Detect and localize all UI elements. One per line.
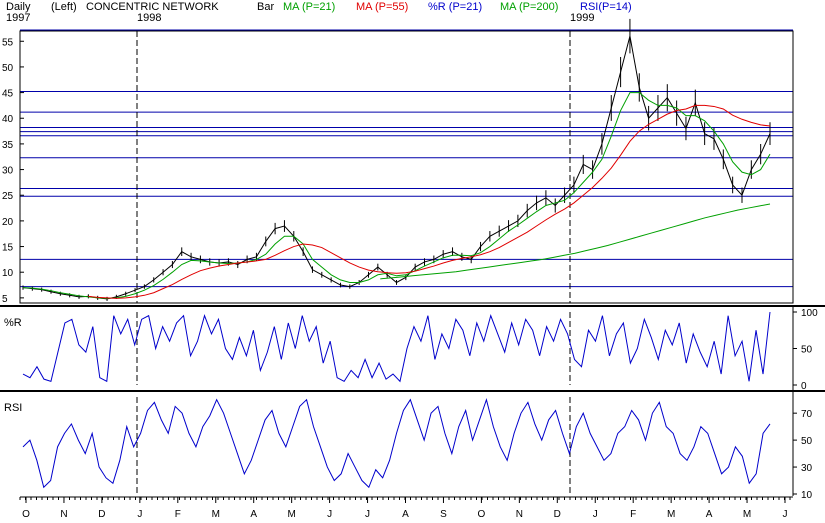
legend-ma21: MA (P=21) <box>283 1 335 13</box>
price-panel: 5 10 15 20 25 30 35 40 45 50 55 <box>2 18 793 305</box>
ma-p-21-line <box>22 92 771 299</box>
y-tick-label: 0 <box>801 381 807 392</box>
month-label: J <box>593 509 598 520</box>
y-tick-label: 5 <box>2 294 8 305</box>
legend-ma200: MA (P=200) <box>500 1 558 13</box>
price-panel-frame <box>19 30 794 304</box>
y-tick-label: 25 <box>2 191 14 202</box>
price-line <box>22 36 771 300</box>
y-tick-label: 100 <box>801 308 818 319</box>
scale-label: (Left) <box>51 1 77 13</box>
month-label: M <box>667 509 675 520</box>
month-label: J <box>137 509 142 520</box>
month-label: F <box>175 509 181 520</box>
year-label-right: 1999 <box>570 12 594 24</box>
y-tick-label: 45 <box>2 89 14 100</box>
month-label: A <box>250 509 257 520</box>
month-label: N <box>60 509 67 520</box>
chart-style-label: Bar <box>257 1 274 13</box>
rsi-panel: RSI 10 30 50 70 <box>4 397 813 501</box>
y-tick-label: 55 <box>2 37 14 48</box>
month-label: O <box>22 509 30 520</box>
month-label: J <box>365 509 370 520</box>
month-label: J <box>783 509 788 520</box>
month-label: A <box>402 509 409 520</box>
y-tick-label: 20 <box>2 217 14 228</box>
legend-rsi: RSI(P=14) <box>580 1 632 13</box>
year-label-mid: 1998 <box>137 12 161 24</box>
y-tick-label: 70 <box>801 409 813 420</box>
month-label: D <box>554 509 561 520</box>
rsi-panel-title: RSI <box>4 402 22 414</box>
y-tick-label: 30 <box>2 166 14 177</box>
period-label: Daily <box>6 1 31 13</box>
month-label: D <box>98 509 105 520</box>
y-tick-label: 30 <box>801 463 813 474</box>
month-label: S <box>440 509 447 520</box>
year-label-left: 1997 <box>6 12 30 24</box>
legend-ma55: MA (P=55) <box>356 1 408 13</box>
month-label: F <box>630 509 636 520</box>
y-tick-label: 50 <box>2 63 14 74</box>
y-tick-label: 15 <box>2 243 14 254</box>
ma-p-200-line <box>380 203 771 280</box>
month-label: M <box>287 509 295 520</box>
pctr-panel-title: %R <box>4 317 22 329</box>
y-tick-label: 35 <box>2 140 14 151</box>
y-tick-label: 50 <box>801 345 813 356</box>
ma-p-55-line <box>88 104 771 299</box>
legend-pctr: %R (P=21) <box>428 1 482 13</box>
rsi-p-14-line <box>22 397 771 489</box>
month-label: M <box>743 509 751 520</box>
month-label: M <box>212 509 220 520</box>
pctr-panel: %R 0 50 100 <box>4 308 818 392</box>
chart-title: CONCENTRIC NETWORK <box>86 1 219 13</box>
month-label: J <box>327 509 332 520</box>
chart-header: Daily 1997 (Left) CONCENTRIC NETWORK 199… <box>6 1 632 24</box>
month-label: O <box>478 509 486 520</box>
-r-p-21-line <box>22 311 771 383</box>
y-tick-label: 10 <box>801 490 813 501</box>
y-tick-label: 40 <box>2 114 14 125</box>
month-label: N <box>516 509 523 520</box>
y-tick-label: 50 <box>801 436 813 447</box>
y-tick-label: 10 <box>2 268 14 279</box>
month-label: A <box>706 509 713 520</box>
